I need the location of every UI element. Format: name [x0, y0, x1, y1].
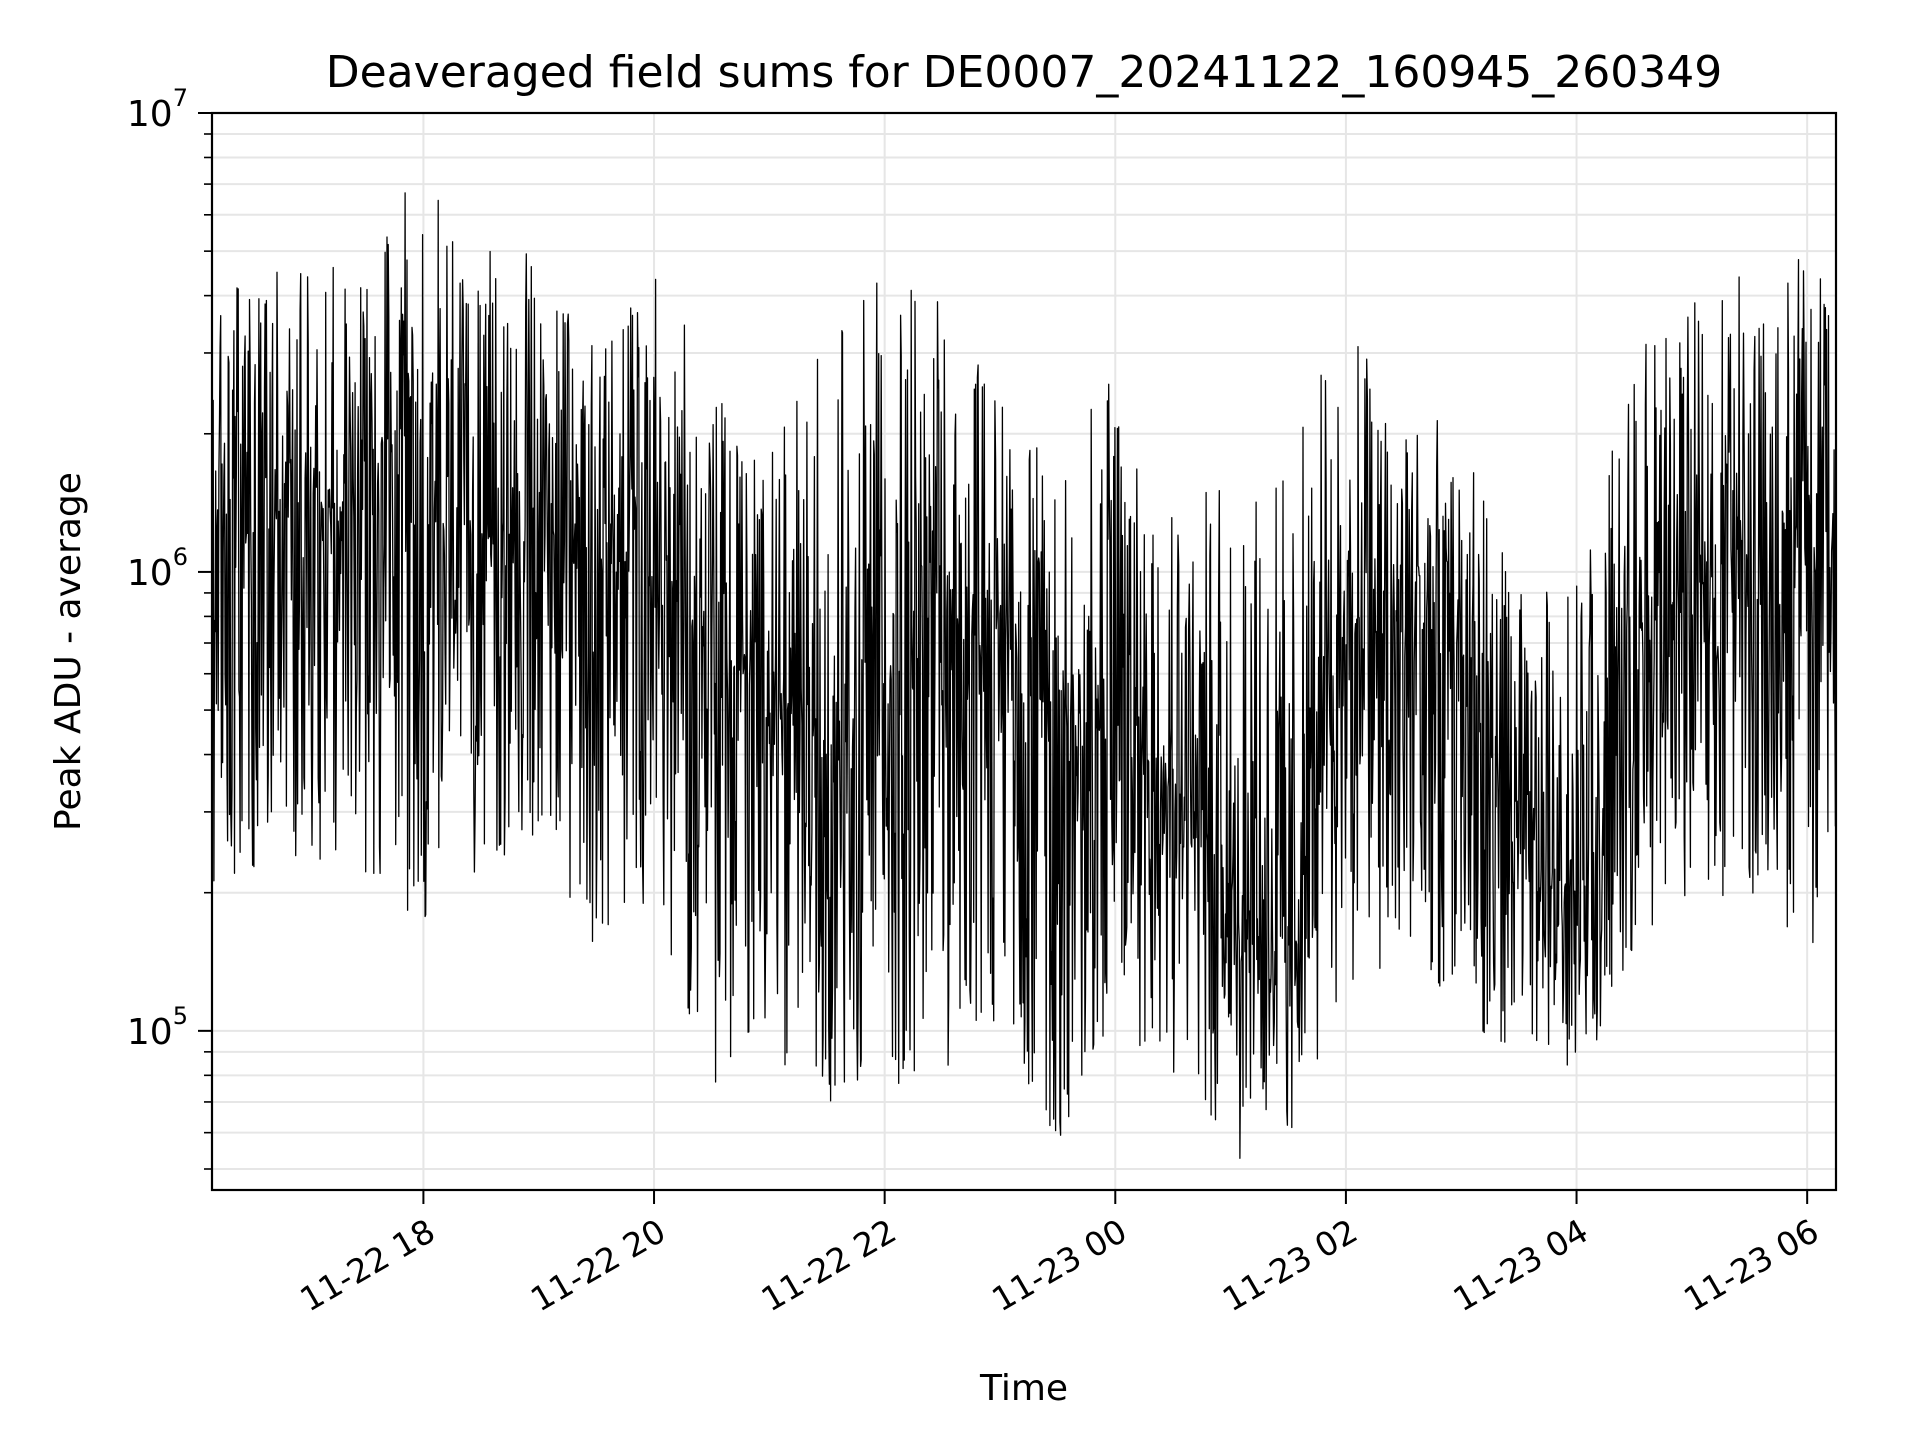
x-axis-label: Time	[979, 1368, 1068, 1409]
y-tick-label: 107	[127, 84, 188, 135]
data-series	[212, 192, 1836, 1159]
chart-title: Deaveraged field sums for DE0007_2024112…	[326, 47, 1723, 98]
plot-frame	[210, 111, 1838, 1192]
y-axis-label: Peak ADU - average	[48, 472, 89, 831]
y-tick-label: 106	[127, 543, 188, 594]
y-axis-ticks: 105 106 107	[127, 84, 212, 1170]
y-tick-label: 105	[127, 1002, 188, 1053]
series-line	[212, 192, 1836, 1159]
